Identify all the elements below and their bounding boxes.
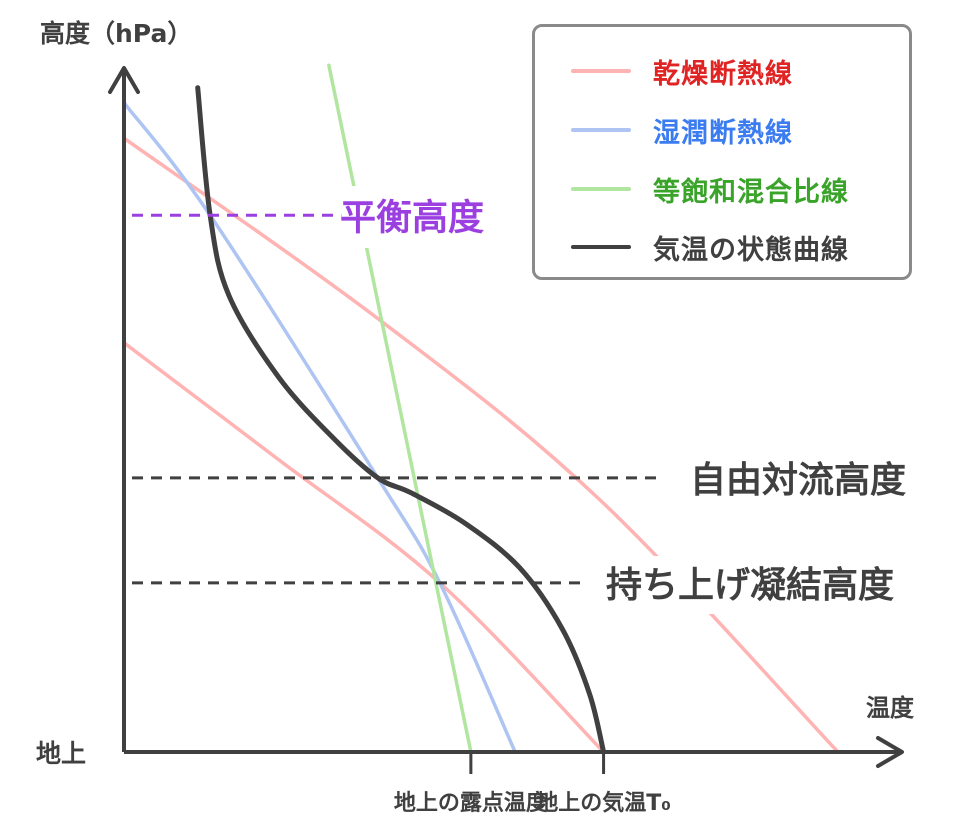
legend-item-moist-adiabat: 湿潤断熱線	[571, 110, 793, 150]
legend-swatch-dry	[571, 69, 631, 73]
y-axis-label: 高度（hPa）	[40, 19, 192, 48]
surface-dewpoint-label: 地上の露点温度	[394, 790, 549, 816]
legend-label-mixing: 等飽和混合比線	[653, 176, 849, 208]
level-label-background	[336, 186, 516, 248]
dry-adiabat-upper-line	[122, 136, 840, 754]
legend: 乾燥断熱線 湿潤断熱線 等飽和混合比線 気温の状態曲線	[532, 24, 912, 280]
level-of-free-convection-label: 自由対流高度	[690, 460, 906, 501]
legend-item-mixing-ratio: 等飽和混合比線	[571, 169, 849, 209]
lifting-condensation-level-label: 持ち上げ凝結高度	[606, 565, 894, 606]
surface-temperature-label: 地上の気温T₀	[536, 790, 671, 816]
x-axis-arrow-icon	[876, 736, 904, 768]
legend-label-dry: 乾燥断熱線	[653, 58, 793, 90]
legend-swatch-mixing	[571, 187, 631, 191]
x-axis-label: 温度	[866, 694, 915, 722]
mixing-ratio-line	[327, 63, 473, 754]
legend-label-moist: 湿潤断熱線	[653, 117, 793, 149]
level-label-background	[686, 452, 942, 508]
y-axis-arrow-icon	[108, 66, 140, 94]
legend-label-state: 気温の状態曲線	[653, 234, 849, 266]
dry-adiabat-lower-line	[122, 341, 606, 754]
equilibrium-level-label: 平衡高度	[340, 197, 484, 238]
legend-item-state-curve: 気温の状態曲線	[571, 227, 849, 267]
moist-adiabat-line	[122, 100, 517, 754]
legend-swatch-moist	[571, 128, 631, 132]
legend-swatch-state	[571, 245, 631, 249]
origin-label: 地上	[36, 739, 86, 768]
level-label-background	[602, 556, 942, 614]
axis-layer	[108, 66, 904, 768]
legend-item-dry-adiabat: 乾燥断熱線	[571, 51, 793, 91]
